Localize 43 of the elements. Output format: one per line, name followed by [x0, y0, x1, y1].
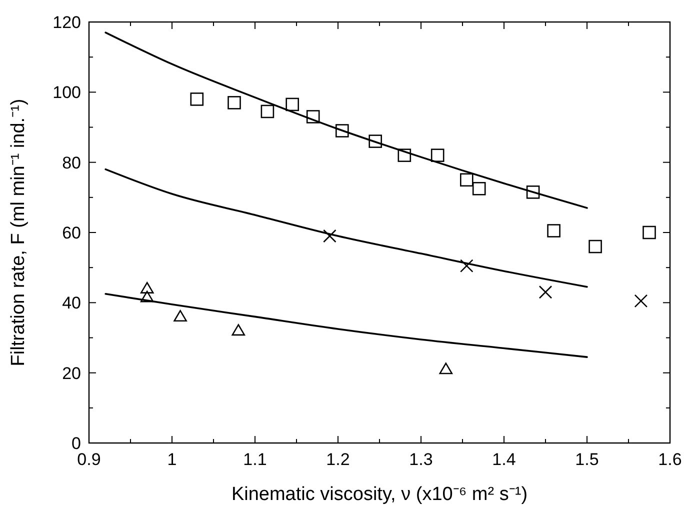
point [398, 148, 412, 162]
point [368, 134, 382, 148]
y-tick-label: 20 [62, 364, 81, 383]
x-tick-label: 1.1 [243, 450, 267, 469]
point [460, 173, 474, 187]
point [472, 182, 486, 196]
point [232, 324, 246, 336]
point [538, 285, 552, 299]
point [439, 362, 453, 374]
y-tick-label: 60 [62, 224, 81, 242]
point [140, 282, 154, 294]
x-tick-label: 1.3 [409, 450, 433, 469]
y-tick-label: 40 [62, 294, 81, 313]
point [547, 224, 560, 238]
y-axis-title: Filtration rate, F (ml min⁻¹ ind.⁻¹) [8, 98, 29, 366]
x-tick-label: 1.2 [326, 450, 350, 469]
y-tick-label: 100 [52, 83, 81, 102]
x-tick-label: 1.4 [492, 450, 516, 469]
point [336, 124, 349, 138]
y-tick-label: 120 [52, 13, 81, 32]
point [588, 240, 602, 254]
point [306, 110, 320, 124]
line-series [104, 168, 588, 288]
point [190, 92, 204, 106]
point [174, 310, 187, 322]
point [260, 104, 274, 118]
x-axis-title: Kinematic viscosity, ν (x10⁻⁶ m² s⁻¹) [231, 484, 528, 505]
point [323, 229, 336, 243]
point [634, 294, 648, 308]
x-tick-label: 1.6 [658, 450, 682, 469]
line-series [104, 292, 588, 358]
point [286, 98, 299, 112]
point [526, 186, 540, 199]
line-series [104, 32, 588, 209]
point [642, 226, 656, 240]
y-tick-label: 80 [62, 153, 81, 172]
x-tick-label: 1.5 [575, 450, 599, 469]
y-tick-label: 0 [72, 434, 81, 453]
point [228, 96, 241, 110]
x-tick-label: 1 [167, 450, 177, 469]
point [430, 148, 444, 162]
x-tick-label: 0.9 [77, 450, 101, 469]
point [140, 290, 154, 302]
